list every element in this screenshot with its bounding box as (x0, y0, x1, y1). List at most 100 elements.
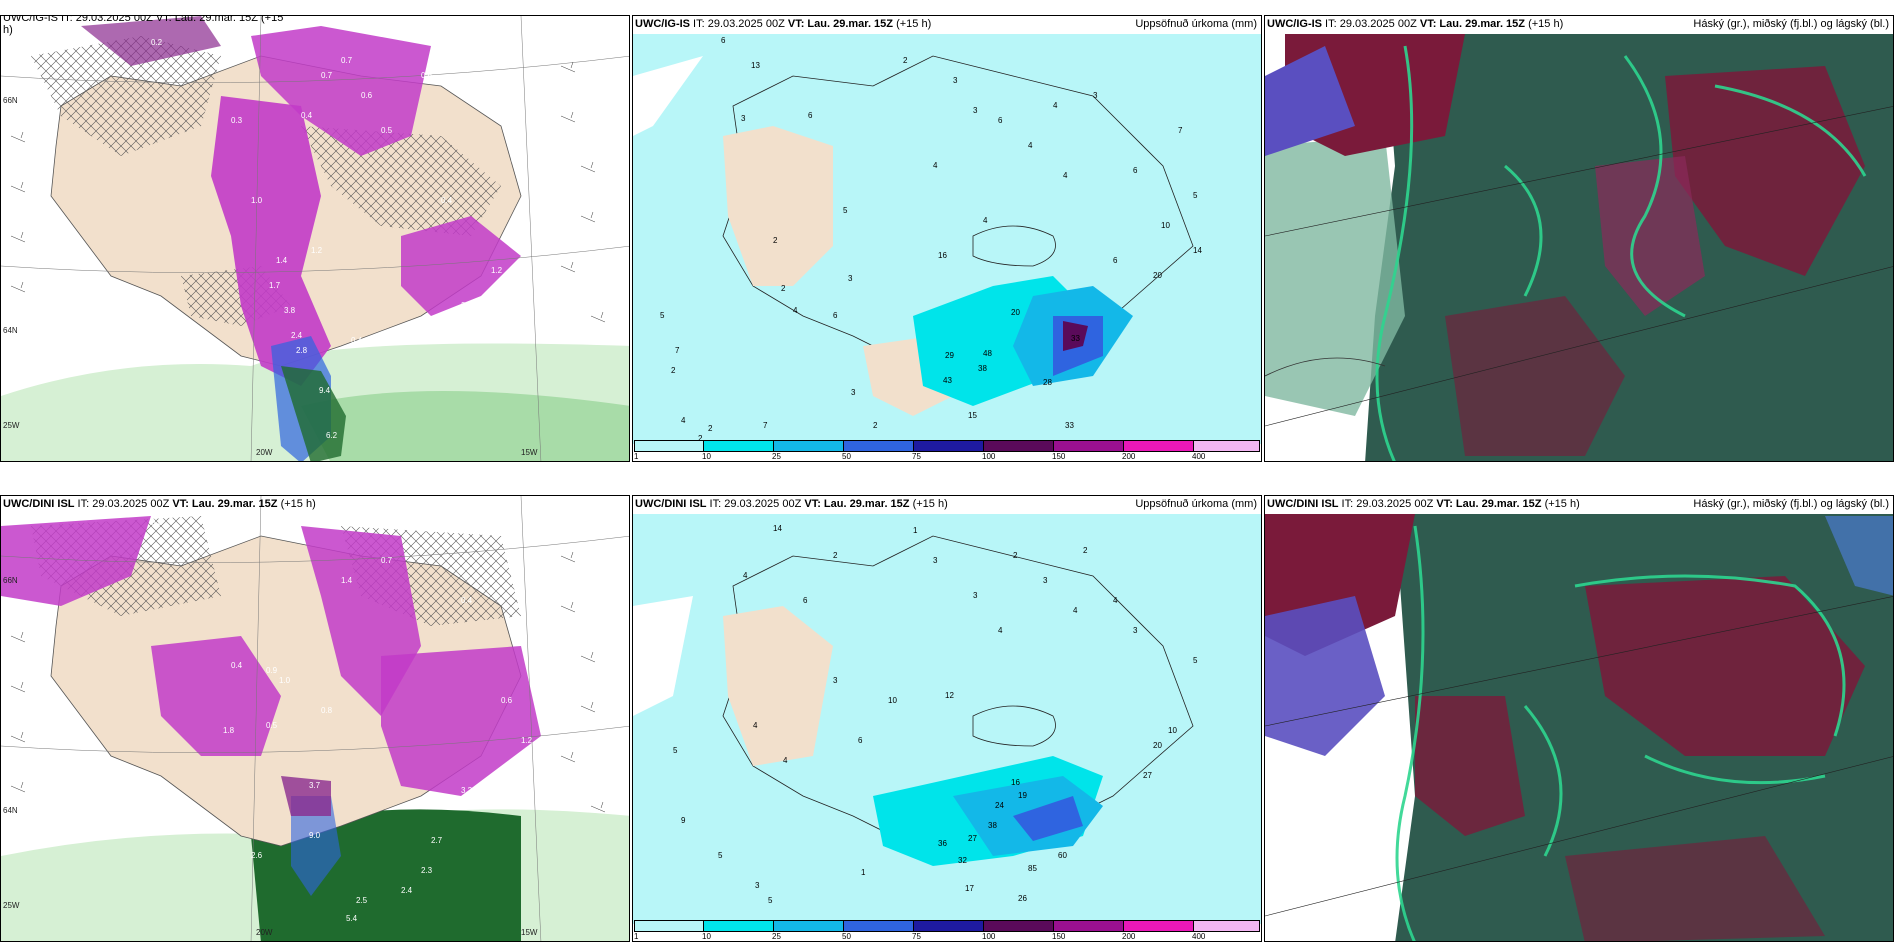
lon-label: 20W (256, 448, 273, 457)
snow-label: 0.7 (381, 556, 393, 565)
snow-label: 0.6 (361, 91, 373, 100)
snow-label: 5.4 (346, 914, 358, 923)
colorbar-swatch (844, 440, 914, 452)
precip-label: 4 (1028, 141, 1033, 150)
snow-label: 0.5 (266, 721, 278, 730)
snow-label: 0.4 (301, 111, 313, 120)
precip-label: 3 (973, 591, 978, 600)
colorbar-swatch (704, 440, 774, 452)
precip-label: 4 (793, 306, 798, 315)
precip-label: 4 (783, 756, 788, 765)
precip-label: 24 (995, 801, 1004, 810)
panel-precip-igis: UWC/IG-IS IT: 29.03.2025 00Z VT: Lau. 29… (632, 15, 1262, 462)
snow-label: 2.4 (401, 886, 413, 895)
snow-label: 0.5 (511, 156, 523, 165)
precip-map-bottom (633, 514, 1261, 924)
snow-label: 9.0 (309, 831, 321, 840)
panel-snow-igis: UWC/IG-IS IT: 29.03.2025 00Z VT: Lau. 29… (0, 15, 630, 462)
precip-label: 5 (1193, 656, 1198, 665)
snow-label: 0.4 (461, 596, 473, 605)
precip-label: 10 (1161, 221, 1170, 230)
snow-label: 3.2 (461, 786, 473, 795)
snow-label: 1.2 (521, 736, 533, 745)
panel-precip-dini: UWC/DINI ISL IT: 29.03.2025 00Z VT: Lau.… (632, 495, 1262, 942)
snow-label: 2.6 (251, 851, 263, 860)
colorbar-tick: 25 (772, 452, 781, 461)
snow-label: 3.7 (309, 781, 321, 790)
colorbar-swatch (914, 920, 984, 932)
precip-label: 3 (973, 106, 978, 115)
colorbar-tick: 10 (702, 932, 711, 941)
precip-label: 2 (781, 284, 786, 293)
precip-label: 10 (1168, 726, 1177, 735)
precip-label: 38 (988, 821, 997, 830)
precip-label: 3 (1133, 626, 1138, 635)
colorbar-swatch (1124, 440, 1194, 452)
precip-label: 14 (773, 524, 782, 533)
lon-label: 20W (256, 928, 273, 937)
precip-label: 4 (1053, 101, 1058, 110)
precip-label: 15 (968, 411, 977, 420)
colorbar-swatch (1054, 920, 1124, 932)
precip-label: 4 (743, 571, 748, 580)
precip-label: 3 (953, 76, 958, 85)
colorbar-tick: 1 (634, 452, 639, 461)
snow-label: 6.2 (326, 431, 338, 440)
precip-label: 20 (1153, 741, 1162, 750)
precip-label: 6 (833, 311, 838, 320)
colorbar-swatch (634, 440, 704, 452)
lon-label: 15W (521, 448, 538, 457)
colorbar-swatch (774, 920, 844, 932)
precip-label: 2 (708, 424, 713, 433)
precip-label: 17 (965, 884, 974, 893)
precip-label: 14 (1193, 246, 1202, 255)
precip-label: 4 (1063, 171, 1068, 180)
precip-label: 38 (978, 364, 987, 373)
colorbar-swatch (1124, 920, 1194, 932)
precip-label: 7 (763, 421, 768, 430)
precip-label: 33 (1065, 421, 1074, 430)
precip-label: 20 (1153, 271, 1162, 280)
panel-clouds-igis: UWC/IG-IS IT: 29.03.2025 00Z VT: Lau. 29… (1264, 15, 1894, 462)
snow-label: 1.4 (341, 576, 353, 585)
precip-label: 4 (681, 416, 686, 425)
precip-label: 12 (945, 691, 954, 700)
snow-label: 2.4 (291, 331, 303, 340)
snow-label: 0.4 (231, 661, 243, 670)
precip-label: 4 (1113, 596, 1118, 605)
colorbar-swatch (704, 920, 774, 932)
precip-label: 4 (933, 161, 938, 170)
colorbar-swatch (984, 920, 1054, 932)
snow-label: 0.3 (471, 86, 483, 95)
precip-label: 2 (903, 56, 908, 65)
precip-label: 4 (983, 216, 988, 225)
lat-label: 66N (3, 576, 18, 585)
snow-label: 0.6 (501, 696, 513, 705)
colorbar-tick: 100 (982, 932, 996, 941)
precip-label: 7 (1178, 126, 1183, 135)
precip-label: 6 (1113, 256, 1118, 265)
snow-label: 0.3 (151, 518, 163, 527)
colorbar-tick: 400 (1192, 452, 1206, 461)
precip-label: 85 (1028, 864, 1037, 873)
precip-label: 1 (913, 526, 918, 535)
panel-header: UWC/IG-IS IT: 29.03.2025 00Z VT: Lau. 29… (1267, 18, 1564, 30)
precip-label: 27 (1143, 771, 1152, 780)
precip-colorbar: 1 10 25 50 75 100 150 200 400 (634, 920, 1260, 941)
colorbar-tick: 150 (1052, 932, 1066, 941)
precip-label: 16 (938, 251, 947, 260)
precip-label: 4 (998, 626, 1003, 635)
snow-label: 0.7 (321, 71, 333, 80)
precip-label: 28 (1043, 378, 1052, 387)
snow-label: 1.2 (311, 246, 323, 255)
precip-label: 5 (718, 851, 723, 860)
precip-label: 1 (861, 868, 866, 877)
snow-label: 3.1 (461, 301, 473, 310)
panel-header: UWC/DINI ISL IT: 29.03.2025 00Z VT: Lau.… (635, 498, 948, 510)
precip-label: 6 (1133, 166, 1138, 175)
precip-label: 2 (1013, 551, 1018, 560)
lon-label: 25W (3, 901, 20, 910)
snow-label: 1.4 (276, 256, 288, 265)
panel-title: Uppsöfnuð úrkoma (mm) (1135, 18, 1257, 30)
precip-label: 6 (998, 116, 1003, 125)
